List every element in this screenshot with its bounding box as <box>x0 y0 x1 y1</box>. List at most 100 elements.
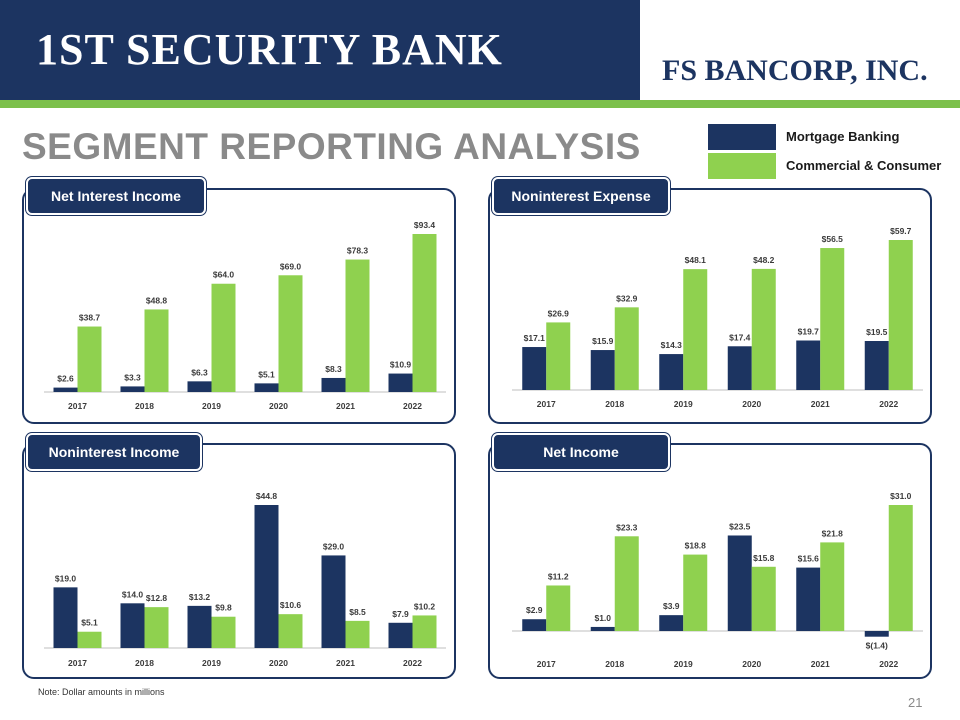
data-label: $64.0 <box>213 270 235 280</box>
bar-commercial-2021 <box>820 248 845 390</box>
header-stripe <box>0 100 960 108</box>
page-title: SEGMENT REPORTING ANALYSIS <box>22 126 641 167</box>
bar-mortgage-2019 <box>659 354 684 390</box>
data-label: $56.5 <box>822 234 844 244</box>
bar-mortgage-2019 <box>187 605 212 648</box>
data-label: $14.3 <box>661 340 683 350</box>
bar-mortgage-2018 <box>120 603 145 648</box>
data-label: $3.3 <box>124 372 141 382</box>
bar-commercial-2022 <box>412 615 437 648</box>
data-label: $19.5 <box>866 327 888 337</box>
bar-commercial-2021 <box>345 620 370 648</box>
x-tick-label: 2017 <box>68 401 87 411</box>
x-tick-label: 2021 <box>811 659 830 669</box>
data-label: $13.2 <box>189 592 211 602</box>
data-label: $1.0 <box>594 613 611 623</box>
bar-commercial-2020 <box>278 275 303 392</box>
page-number: 21 <box>908 695 923 710</box>
data-label: $17.4 <box>729 332 751 342</box>
data-label: $12.8 <box>146 593 168 603</box>
bar-mortgage-2020 <box>727 346 752 390</box>
chart-net-interest-income: $2.6 $38.7 2017 $3.3 $48.8 2018 $6.3 $64.0 2019 $… <box>44 220 446 411</box>
data-label: $59.7 <box>890 226 912 236</box>
data-label: $48.8 <box>146 295 168 305</box>
data-label: $19.7 <box>798 327 820 337</box>
chart-noninterest-expense: $17.1 $26.9 2017 $15.9 $32.9 2018 $14.3 $48.1 20… <box>512 226 923 409</box>
x-tick-label: 2022 <box>879 659 898 669</box>
data-label: $23.5 <box>729 521 751 531</box>
data-label: $7.9 <box>392 609 409 619</box>
bar-commercial-2021 <box>820 542 845 631</box>
data-label: $9.8 <box>215 603 232 613</box>
bar-commercial-2019 <box>683 269 708 390</box>
bar-mortgage-2017 <box>53 387 78 392</box>
x-tick-label: 2020 <box>269 658 288 668</box>
data-label: $2.6 <box>57 374 74 384</box>
bar-commercial-2017 <box>77 631 102 648</box>
chart-net-income: $2.9 $11.2 2017 $1.0 $23.3 2018 $3.9 $18.8 2019 $… <box>512 491 923 669</box>
bar-mortgage-2017 <box>522 619 547 631</box>
bank-logo: 1ST SECURITY BANK <box>36 25 503 74</box>
bar-mortgage-2017 <box>522 347 547 390</box>
bar-mortgage-2018 <box>590 626 615 631</box>
x-tick-label: 2022 <box>403 658 422 668</box>
x-tick-label: 2021 <box>336 658 355 668</box>
x-tick-label: 2019 <box>202 401 221 411</box>
data-label: $10.2 <box>414 601 436 611</box>
x-tick-label: 2020 <box>742 399 761 409</box>
bar-mortgage-2022 <box>864 341 889 390</box>
data-label: $32.9 <box>616 293 638 303</box>
data-label: $44.8 <box>256 491 278 501</box>
data-label: $14.0 <box>122 589 144 599</box>
data-label: $10.6 <box>280 600 302 610</box>
data-label: $11.2 <box>548 571 569 581</box>
bar-mortgage-2017 <box>53 587 78 648</box>
panel-tab-net-income: Net Income <box>492 433 670 471</box>
bar-mortgage-2020 <box>254 505 279 648</box>
legend-label-commercial: Commercial & Consumer <box>786 158 942 173</box>
data-label: $26.9 <box>548 308 570 318</box>
x-tick-label: 2018 <box>135 658 154 668</box>
bancorp-logo: FS BANCORP, INC. <box>662 54 928 87</box>
data-label: $21.8 <box>822 528 844 538</box>
legend-item-commercial: Commercial & Consumer <box>708 153 958 181</box>
data-label: $38.7 <box>79 313 101 323</box>
x-tick-label: 2019 <box>202 658 221 668</box>
x-tick-label: 2021 <box>811 399 830 409</box>
bar-mortgage-2022 <box>388 373 413 392</box>
header-banner <box>0 0 640 100</box>
data-label: $15.8 <box>753 553 775 563</box>
x-tick-label: 2020 <box>269 401 288 411</box>
bar-mortgage-2021 <box>796 340 821 390</box>
bar-mortgage-2018 <box>120 386 145 392</box>
data-label: $69.0 <box>280 261 302 271</box>
data-label: $15.6 <box>798 554 820 564</box>
data-label: $15.9 <box>592 336 614 346</box>
legend-swatch-commercial <box>708 153 776 179</box>
data-label: $19.0 <box>55 573 77 583</box>
data-label: $5.1 <box>81 618 98 628</box>
bar-mortgage-2018 <box>590 350 615 390</box>
data-label: $(1.4) <box>866 641 888 651</box>
x-tick-label: 2020 <box>742 659 761 669</box>
data-label: $31.0 <box>890 491 912 501</box>
data-label: $2.9 <box>526 605 543 615</box>
x-tick-label: 2022 <box>403 401 422 411</box>
data-label: $48.1 <box>685 255 707 265</box>
bar-mortgage-2019 <box>187 381 212 392</box>
x-tick-label: 2018 <box>605 659 624 669</box>
bar-commercial-2018 <box>614 307 639 390</box>
bar-mortgage-2020 <box>727 535 752 631</box>
data-label: $48.2 <box>753 255 775 265</box>
data-label: $17.1 <box>524 333 546 343</box>
data-label: $10.9 <box>390 360 412 370</box>
bar-commercial-2022 <box>412 234 437 392</box>
bar-commercial-2018 <box>614 536 639 631</box>
bar-mortgage-2019 <box>659 615 684 631</box>
data-label: $93.4 <box>414 220 436 230</box>
legend-label-mortgage: Mortgage Banking <box>786 129 900 144</box>
bar-mortgage-2021 <box>796 567 821 631</box>
legend-swatch-mortgage <box>708 124 776 150</box>
x-tick-label: 2018 <box>605 399 624 409</box>
bar-commercial-2019 <box>683 554 708 631</box>
